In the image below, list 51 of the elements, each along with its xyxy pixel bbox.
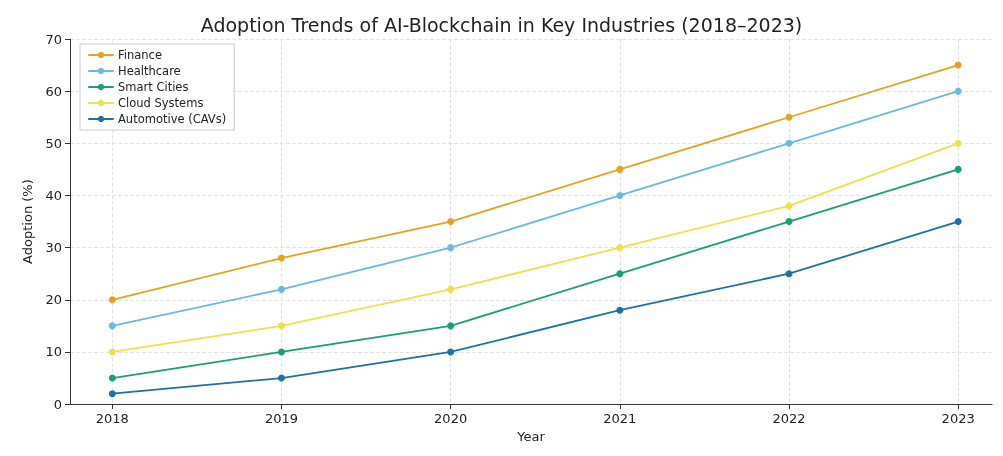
legend-label: Finance [118,48,162,62]
point [277,285,285,293]
point [954,139,962,147]
legend-label: Smart Cities [118,80,189,94]
y-tick-label: 50 [45,135,62,151]
point [785,270,793,278]
x-tick-label: 2022 [772,411,806,427]
point [447,218,455,226]
point [108,390,116,398]
legend-label: Cloud Systems [118,96,204,110]
point [108,348,116,356]
legend-label: Healthcare [118,64,181,78]
point [277,374,285,382]
point [108,296,116,304]
y-tick-label: 20 [45,292,62,308]
chart-title: Adoption Trends of AI-Blockchain in Key Industries (2018–2023) [200,13,803,36]
y-tick-label: 60 [45,83,62,99]
point [616,306,624,314]
y-tick-label: 10 [45,344,62,360]
point [616,244,624,252]
x-tick-label: 2018 [95,411,129,427]
point [785,113,793,121]
point [108,322,116,330]
point [616,191,624,199]
point [785,218,793,226]
y-tick-label: 30 [45,240,62,256]
point [447,348,455,356]
point [447,244,455,252]
x-axis-title: Year [516,429,546,444]
point [954,165,962,173]
point [616,165,624,173]
point [785,139,793,147]
x-tick-label: 2021 [603,411,637,427]
y-tick-label: 0 [53,396,62,412]
point [954,218,962,226]
y-tick-label: 70 [45,31,62,47]
legend-label: Automotive (CAVs) [118,112,227,126]
point [954,87,962,95]
point [277,348,285,356]
x-tick-label: 2019 [264,411,299,427]
point [447,322,455,330]
x-tick-label: 2020 [434,411,468,427]
point [277,322,285,330]
point [447,285,455,293]
point [954,61,962,69]
point [277,254,285,262]
point [616,270,624,278]
x-tick-label: 2023 [941,411,975,427]
y-axis-title: Adoption (%) [20,179,35,264]
y-tick-label: 40 [45,187,62,203]
point [108,374,116,382]
